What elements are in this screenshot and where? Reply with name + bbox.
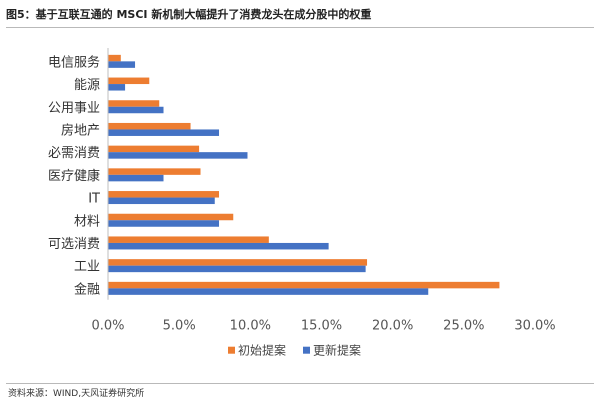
x-tick-label: 30.0% [514, 319, 555, 334]
bar-initial-proposal [108, 236, 269, 243]
source-note: 资料来源：WIND,天风证券研究所 [8, 389, 145, 399]
x-tick-label: 25.0% [443, 319, 484, 334]
legend-label: 更新提案 [313, 343, 361, 358]
x-tick-label: 10.0% [230, 319, 271, 334]
bar-initial-proposal [108, 54, 121, 62]
category-label: 电信服务 [48, 54, 100, 70]
category-label: 医疗健康 [48, 168, 100, 184]
bar-initial-proposal [108, 122, 191, 130]
bar-updated-proposal [108, 242, 329, 250]
bar-initial-proposal [108, 77, 150, 85]
footer-divider [6, 383, 594, 384]
category-label: 金融 [74, 281, 100, 297]
legend-swatch [303, 346, 310, 354]
x-tick-label: 20.0% [372, 319, 413, 334]
category-label: 公用事业 [48, 101, 100, 116]
bar-initial-proposal [108, 191, 220, 198]
bar-updated-proposal [108, 84, 126, 91]
x-tick-label: 5.0% [163, 319, 196, 334]
bar-updated-proposal [108, 174, 164, 182]
bar-initial-proposal [108, 100, 160, 107]
category-label: 能源 [74, 78, 100, 93]
bar-initial-proposal [108, 213, 234, 221]
bar-updated-proposal [108, 288, 429, 295]
bar-initial-proposal [108, 281, 500, 289]
bar-initial-proposal [108, 168, 201, 175]
bar-updated-proposal [108, 106, 164, 114]
bar-updated-proposal [108, 265, 366, 273]
x-tick-label: 15.0% [301, 319, 342, 334]
legend-swatch [228, 346, 235, 354]
category-label: 必需消费 [48, 146, 100, 161]
bar-updated-proposal [108, 129, 220, 136]
bar-updated-proposal [108, 61, 136, 68]
bar-updated-proposal [108, 152, 248, 159]
x-tick-label: 0.0% [91, 319, 124, 334]
chart-area: 电信服务能源公用事业房地产必需消费医疗健康 IT 材料可选消费工业金融 0.0% 5.0… [0, 30, 600, 379]
legend-label: 初始提案 [238, 343, 286, 358]
category-label: 材料 [74, 214, 100, 229]
category-label: 工业 [74, 260, 100, 275]
category-label: 房地产 [61, 122, 100, 138]
category-label: IT [88, 192, 100, 207]
bar-initial-proposal [108, 145, 200, 153]
bar-updated-proposal [108, 197, 215, 205]
bar-updated-proposal [108, 220, 220, 227]
bar-initial-proposal [108, 259, 368, 266]
figure-title: 图5：基于互联互通的 MSCI 新机制大幅提升了消费龙头在成分股中的权重 [6, 8, 372, 21]
header-divider [6, 27, 594, 28]
category-label: 可选消费 [48, 237, 100, 252]
